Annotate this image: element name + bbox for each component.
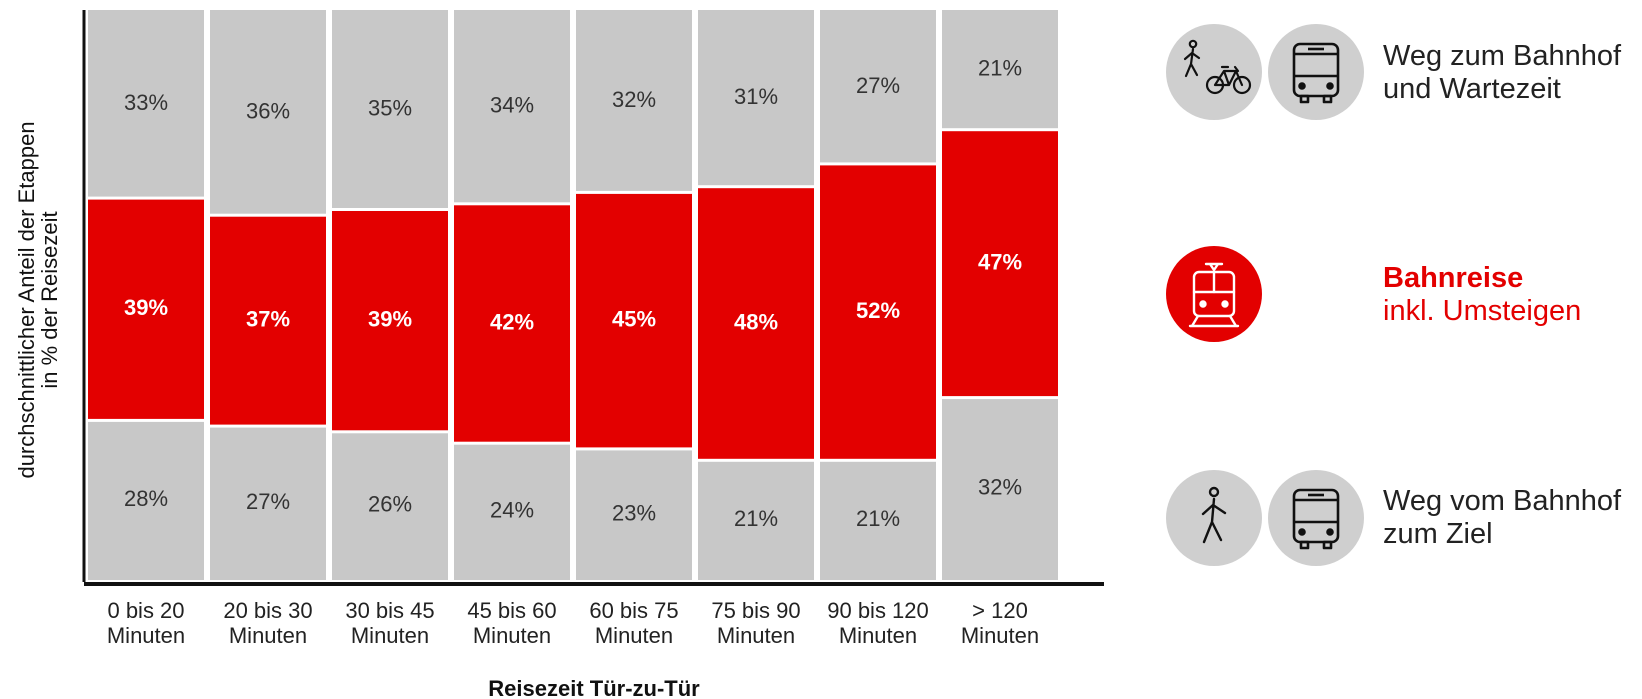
bar-bottom-6	[820, 461, 936, 580]
data-label-top-7: 21%	[978, 56, 1022, 81]
data-label-top-2: 35%	[368, 96, 412, 121]
y-axis-subtitle: in % der Reisezeit	[37, 211, 62, 388]
bus-icon	[1268, 24, 1364, 120]
data-label-top-5: 31%	[734, 84, 778, 109]
category-label-2-line-2: Minuten	[351, 623, 429, 648]
bar-bottom-1	[210, 427, 326, 580]
bar-rail-7	[942, 131, 1058, 397]
category-label-7-line-1: > 120	[972, 598, 1028, 623]
bar-top-6	[820, 10, 936, 163]
bar-bottom-5	[698, 461, 814, 580]
data-label-top-3: 34%	[490, 93, 534, 118]
category-label-4-line-1: 60 bis 75	[589, 598, 678, 623]
data-label-rail-7: 47%	[978, 249, 1022, 274]
data-label-bottom-3: 24%	[490, 497, 534, 522]
data-label-bottom-2: 26%	[368, 492, 412, 517]
bar-rail-1	[210, 216, 326, 425]
legend-rail-line-2: inkl. Umsteigen	[1383, 295, 1582, 327]
data-label-bottom-0: 28%	[124, 486, 168, 511]
category-label-6-line-2: Minuten	[839, 623, 917, 648]
category-label-6-line-1: 90 bis 120	[827, 598, 929, 623]
category-label-0-line-1: 0 bis 20	[107, 598, 184, 623]
data-label-bottom-5: 21%	[734, 506, 778, 531]
data-label-rail-3: 42%	[490, 309, 534, 334]
bar-top-2	[332, 10, 448, 208]
y-axis-title-group: durchschnittlicher Anteil der Etappen in…	[14, 121, 62, 478]
segment-labels-group: 33% 39% 28% 36% 37% 27% 35% 39% 26% 34% 42% 24% 32% 4…	[124, 56, 1022, 531]
category-label-3-line-1: 45 bis 60	[467, 598, 556, 623]
category-label-2-line-1: 30 bis 45	[345, 598, 434, 623]
data-label-bottom-7: 32%	[978, 475, 1022, 500]
bar-top-0	[88, 10, 204, 197]
bars-group	[88, 10, 1058, 580]
data-label-bottom-1: 27%	[246, 489, 290, 514]
bar-top-7	[942, 10, 1058, 129]
bar-rail-5	[698, 188, 814, 459]
legend-rail-line-1: Bahnreise	[1383, 262, 1524, 294]
data-label-top-1: 36%	[246, 98, 290, 123]
category-label-4-line-2: Minuten	[595, 623, 673, 648]
bar-top-1	[210, 10, 326, 214]
data-label-bottom-4: 23%	[612, 500, 656, 525]
data-label-rail-4: 45%	[612, 306, 656, 331]
bar-bottom-4	[576, 450, 692, 580]
walking-cycling-icon	[1166, 24, 1262, 120]
category-label-0-line-2: Minuten	[107, 623, 185, 648]
bar-bottom-3	[454, 444, 570, 580]
y-axis-title: durchschnittlicher Anteil der Etappen	[14, 121, 39, 478]
train-icon	[1166, 246, 1262, 342]
category-label-3-line-2: Minuten	[473, 623, 551, 648]
bar-bottom-2	[332, 433, 448, 580]
legend-top-line-1: Weg zum Bahnhof	[1383, 40, 1622, 72]
data-label-rail-1: 37%	[246, 306, 290, 331]
bar-bottom-0	[88, 421, 204, 580]
bar-top-4	[576, 10, 692, 191]
bar-bottom-7	[942, 399, 1058, 580]
data-label-top-4: 32%	[612, 87, 656, 112]
bar-rail-2	[332, 211, 448, 431]
category-label-7-line-2: Minuten	[961, 623, 1039, 648]
bar-rail-0	[88, 199, 204, 419]
legend-bottom-line-2: zum Ziel	[1383, 518, 1493, 550]
data-label-top-0: 33%	[124, 90, 168, 115]
bar-rail-6	[820, 165, 936, 459]
data-label-rail-6: 52%	[856, 298, 900, 323]
data-label-rail-2: 39%	[368, 306, 412, 331]
bar-rail-3	[454, 205, 570, 442]
x-axis-title: Reisezeit Tür-zu-Tür	[488, 676, 700, 699]
data-label-rail-5: 48%	[734, 309, 778, 334]
legend-top-line-2: und Wartezeit	[1383, 73, 1561, 105]
bar-rail-4	[576, 193, 692, 448]
category-label-1-line-1: 20 bis 30	[223, 598, 312, 623]
legend-label-top: Weg zum Bahnhof und Wartezeit	[1383, 40, 1621, 106]
category-label-5-line-2: Minuten	[717, 623, 795, 648]
data-label-top-6: 27%	[856, 73, 900, 98]
walking-icon	[1166, 470, 1262, 566]
data-label-bottom-6: 21%	[856, 506, 900, 531]
legend-label-rail: Bahnreise inkl. Umsteigen	[1383, 262, 1581, 328]
legend-label-bottom: Weg vom Bahnhof zum Ziel	[1383, 485, 1621, 551]
category-label-5-line-1: 75 bis 90	[711, 598, 800, 623]
legend-bottom-line-1: Weg vom Bahnhof	[1383, 485, 1622, 517]
bar-top-5	[698, 10, 814, 186]
data-label-rail-0: 39%	[124, 295, 168, 320]
bar-top-3	[454, 10, 570, 203]
category-label-1-line-2: Minuten	[229, 623, 307, 648]
bus-icon	[1268, 470, 1364, 566]
